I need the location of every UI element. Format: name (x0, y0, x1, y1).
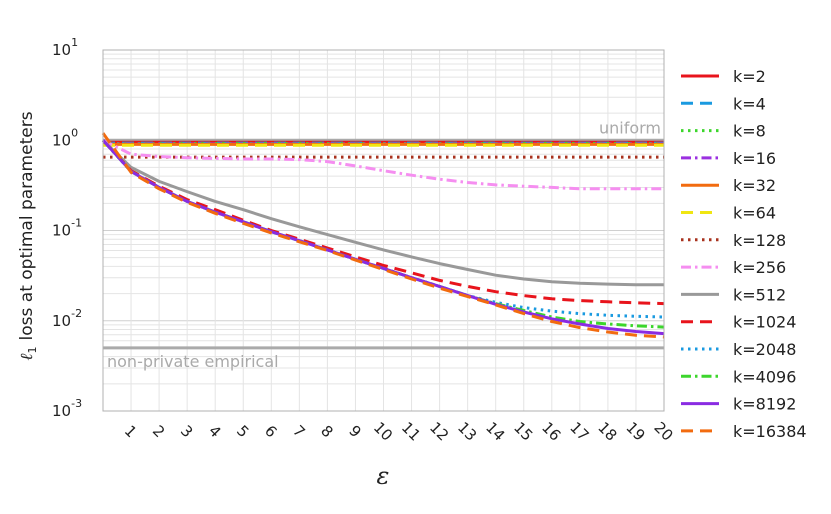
legend-label: k=4 (733, 94, 766, 113)
legend-label: k=2048 (733, 340, 796, 359)
legend-label: k=128 (733, 231, 786, 250)
y-tick-labels: 101 100 10-1 10-2 10-3 (52, 36, 82, 420)
series-line (101, 139, 665, 306)
non-private-empirical-label: non-private empirical (107, 352, 279, 371)
x-tick-label: 5 (233, 422, 252, 441)
x-tick-label: 4 (205, 422, 224, 441)
series-line (101, 139, 665, 319)
x-tick-label: 10 (370, 418, 396, 444)
legend-label: k=2 (733, 67, 766, 86)
x-tick-label: 12 (426, 418, 452, 444)
legend-label: k=512 (733, 285, 786, 304)
legend-label: k=32 (733, 176, 776, 195)
x-tick-label: 6 (261, 422, 280, 441)
x-tick-label: 1 (121, 422, 140, 441)
x-tick-label: 16 (538, 418, 564, 444)
y-axis-label-symbol: ℓ (17, 353, 37, 360)
y-tick-label: 101 (52, 36, 78, 59)
legend-label: k=64 (733, 204, 776, 223)
x-tick-label: 13 (454, 418, 480, 444)
x-axis-label: ε (377, 462, 390, 490)
legend-label: k=1024 (733, 313, 796, 332)
x-tick-label: 8 (317, 422, 336, 441)
uniform-label: uniform (599, 118, 661, 137)
legend-label: k=8192 (733, 395, 796, 414)
x-tick-label: 14 (482, 418, 508, 444)
legend-label: k=16384 (733, 422, 807, 441)
x-tick-label: 3 (177, 422, 196, 441)
legend-label: k=4096 (733, 367, 796, 386)
legend-label: k=256 (733, 258, 786, 277)
x-tick-label: 11 (398, 418, 424, 444)
y-axis-label: ℓ1 loss at optimal parameters (17, 111, 39, 360)
series-line (102, 138, 664, 191)
x-tick-labels: 1 2 3 4 5 6 7 8 9 10 11 12 13 14 15 16 17 18 19 20 (121, 418, 677, 444)
x-tick-label: 18 (594, 418, 620, 444)
legend: k=2 k=4 k=8 k=16 k=32 k=64 k=128 k=256 k=512 k=10… (681, 67, 807, 441)
x-tick-label: 7 (289, 422, 308, 441)
y-tick-label: 10-1 (52, 217, 82, 240)
svg-text:ℓ1loss at optimal parameters: ℓ1 loss at optimal parameters (17, 111, 39, 360)
x-tick-label: 15 (510, 418, 536, 444)
reference-lines (103, 138, 664, 350)
series-line (101, 139, 664, 287)
x-tick-label: 20 (650, 418, 676, 444)
series-lines (101, 132, 665, 339)
y-axis-label-subscript: 1 (26, 346, 39, 353)
y-tick-label: 10-3 (52, 397, 82, 420)
y-tick-label: 100 (52, 126, 78, 149)
x-tick-label: 17 (566, 418, 592, 444)
series-line (101, 132, 665, 339)
legend-label: k=8 (733, 122, 766, 141)
x-tick-label: 9 (345, 422, 364, 441)
x-tick-label: 2 (149, 422, 168, 441)
legend-label: k=16 (733, 149, 776, 168)
y-tick-label: 10-2 (52, 307, 82, 330)
plot-frame (102, 49, 665, 412)
reference-labels: uniform non-private empirical (107, 118, 661, 371)
x-tick-label: 19 (622, 418, 648, 444)
y-axis-label-text: loss at optimal parameters (17, 111, 37, 340)
